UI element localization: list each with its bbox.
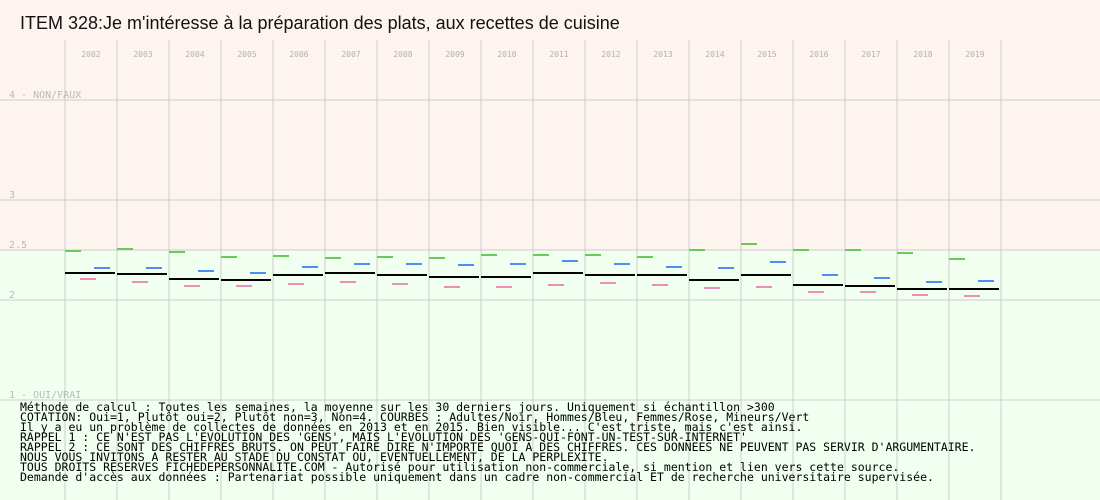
year-label: 2010 (497, 50, 516, 59)
year-label: 2009 (445, 50, 464, 59)
footer-line: NOUS VOUS INVITONS A RESTER AU STADE DU … (20, 450, 609, 464)
year-label: 2011 (549, 50, 568, 59)
year-label: 2005 (237, 50, 256, 59)
year-label: 2016 (809, 50, 828, 59)
year-label: 2004 (185, 50, 204, 59)
footer-line: Méthode de calcul : Toutes les semaines,… (20, 400, 775, 414)
y-tick-label: 1 - OUI/VRAI (9, 390, 81, 401)
chart-marks (65, 243, 999, 297)
footer-line: COTATION: Oui=1, Plutôt oui=2, Plutôt no… (20, 410, 809, 424)
year-label: 2006 (289, 50, 308, 59)
year-label: 2007 (341, 50, 360, 59)
footer-line: Demande d'accès aux données : Partenaria… (20, 470, 934, 484)
y-tick-label: 2.5 (9, 240, 27, 251)
grid (0, 40, 1100, 500)
year-label: 2017 (861, 50, 880, 59)
x-axis-years: 2002 2003 2004 2005 2006 2007 2008 2009 2010 2011… (81, 50, 984, 59)
footer-notes: Méthode de calcul : Toutes les semaines,… (20, 400, 975, 484)
y-axis-ticks: 4 - NON/FAUX 3 2.5 2 1 - OUI/VRAI (9, 90, 81, 401)
footer-line: Il y a eu un problème de collectes de do… (20, 420, 802, 434)
year-label: 2008 (393, 50, 412, 59)
year-label: 2003 (133, 50, 152, 59)
y-tick-label: 2 (9, 290, 15, 301)
year-label: 2013 (653, 50, 672, 59)
footer-line: RAPPEL 2 : CE SONT DES CHIFFRES BRUTS. O… (20, 440, 975, 454)
year-label: 2002 (81, 50, 100, 59)
y-tick-label: 4 - NON/FAUX (9, 90, 81, 101)
footer-line: TOUS DROITS RESERVES FICHEDEPERSONNALITE… (20, 460, 899, 474)
y-tick-label: 3 (9, 190, 15, 201)
footer-line: RAPPEL 1 : CE N'EST PAS L'EVOLUTION DES … (20, 430, 747, 444)
year-label: 2015 (757, 50, 776, 59)
year-label: 2012 (601, 50, 620, 59)
year-label: 2019 (965, 50, 984, 59)
year-label: 2018 (913, 50, 932, 59)
year-label: 2014 (705, 50, 724, 59)
chart-title: ITEM 328:Je m'intéresse à la préparation… (20, 13, 620, 33)
upper-band (0, 0, 1100, 250)
lower-band (0, 250, 1100, 500)
